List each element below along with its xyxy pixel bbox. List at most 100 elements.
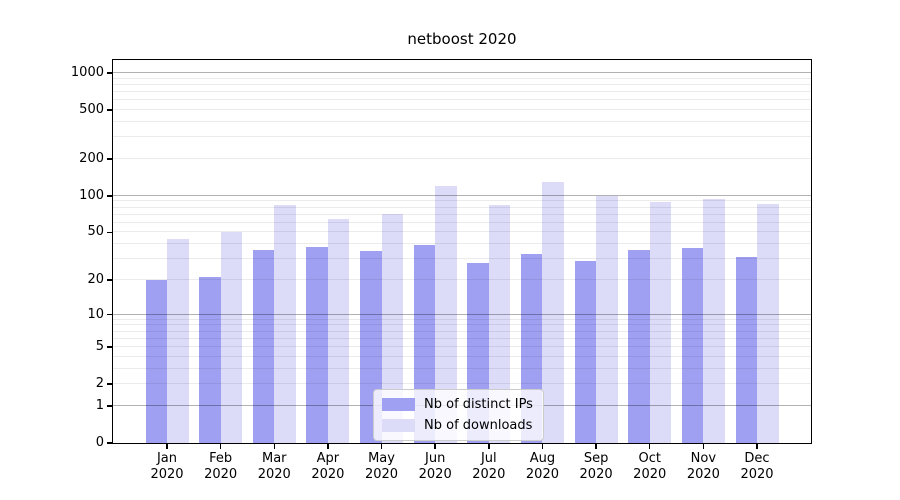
- y-tick-label: 1: [95, 397, 104, 413]
- minor-gridline: [113, 318, 811, 320]
- bar-downloads: [327, 219, 350, 443]
- x-tick: [434, 444, 436, 449]
- y-tick-label: 50: [87, 224, 104, 240]
- minor-gridline: [113, 157, 811, 159]
- y-tick: [107, 383, 112, 385]
- bar-downloads: [596, 195, 618, 443]
- x-tick-label: Dec 2020: [740, 451, 774, 482]
- minor-gridline: [113, 109, 811, 111]
- x-tick: [648, 444, 651, 449]
- x-tick-label: Jan 2020: [150, 451, 184, 482]
- bar-downloads: [488, 205, 511, 443]
- bar-downloads: [220, 232, 243, 443]
- y-tick-label: 100: [79, 187, 104, 203]
- minor-gridline: [113, 346, 811, 348]
- y-tick-label: 0: [95, 435, 104, 450]
- x-tick: [327, 444, 329, 449]
- y-tick-label: 5: [95, 339, 104, 355]
- y-tick-label: 10: [87, 306, 104, 322]
- bar-downloads: [703, 199, 725, 443]
- x-tick-label: Aug 2020: [525, 451, 559, 482]
- bar-distinct-ips: [252, 249, 275, 443]
- y-tick-label: 2: [95, 376, 104, 392]
- x-tick: [219, 444, 222, 449]
- y-tick: [107, 442, 112, 444]
- x-tick: [166, 444, 168, 449]
- bar-distinct-ips: [735, 257, 757, 443]
- x-tick: [541, 444, 544, 449]
- legend-swatch-downloads: [382, 419, 415, 432]
- y-tick-label: 200: [79, 150, 104, 166]
- x-tick: [756, 444, 758, 449]
- bar-downloads: [381, 213, 404, 443]
- bar-distinct-ips: [306, 246, 328, 443]
- minor-gridline: [113, 221, 811, 223]
- y-tick: [107, 346, 112, 348]
- x-tick-label: Oct 2020: [633, 451, 667, 482]
- x-tick-label: Jul 2020: [472, 451, 506, 482]
- legend: Nb of distinct IPs Nb of downloads: [373, 389, 544, 441]
- y-tick: [107, 313, 112, 316]
- bar-downloads: [649, 202, 672, 443]
- x-tick-label: Apr 2020: [311, 451, 345, 482]
- minor-gridline: [113, 213, 811, 215]
- x-tick-label: Feb 2020: [204, 451, 238, 482]
- x-tick: [702, 444, 705, 449]
- x-tick-label: Jun 2020: [418, 451, 452, 482]
- legend-swatch-distinct-ips: [382, 398, 415, 411]
- minor-gridline: [113, 355, 811, 357]
- bar-downloads: [167, 239, 189, 443]
- minor-gridline: [113, 330, 811, 332]
- bar-distinct-ips: [628, 249, 650, 443]
- minor-gridline: [113, 99, 811, 101]
- minor-gridline: [113, 258, 811, 260]
- bar-downloads: [542, 181, 564, 443]
- major-gridline: [113, 313, 811, 315]
- bar-distinct-ips: [681, 248, 704, 443]
- x-tick-label: Mar 2020: [257, 451, 291, 482]
- bar-distinct-ips: [145, 279, 167, 443]
- major-gridline: [113, 72, 811, 73]
- bar-distinct-ips: [574, 260, 597, 443]
- y-tick: [107, 279, 112, 281]
- y-tick-label: 20: [87, 271, 104, 287]
- minor-gridline: [113, 136, 811, 138]
- x-tick-label: Nov 2020: [686, 451, 720, 482]
- minor-gridline: [113, 206, 811, 208]
- y-tick: [107, 72, 112, 74]
- y-tick-label: 1000: [70, 64, 104, 80]
- minor-gridline: [113, 77, 811, 79]
- minor-gridline: [113, 121, 811, 122]
- minor-gridline: [113, 91, 811, 93]
- legend-label-downloads: Nb of downloads: [424, 418, 533, 433]
- x-tick: [595, 444, 597, 449]
- minor-gridline: [113, 200, 811, 202]
- minor-gridline: [113, 367, 811, 369]
- bar-downloads: [757, 203, 779, 443]
- bar-downloads: [435, 186, 457, 443]
- y-tick: [107, 195, 112, 197]
- y-tick: [107, 231, 112, 234]
- x-tick-label: May 2020: [364, 451, 399, 482]
- legend-item-downloads: Nb of downloads: [382, 417, 533, 434]
- x-tick: [273, 444, 276, 449]
- legend-item-distinct-ips: Nb of distinct IPs: [382, 396, 533, 413]
- x-tick-label: Sep 2020: [579, 451, 613, 482]
- x-tick: [488, 444, 490, 449]
- bar-downloads: [274, 205, 296, 443]
- minor-gridline: [113, 243, 811, 245]
- minor-gridline: [113, 278, 811, 280]
- y-tick-label: 500: [79, 102, 104, 118]
- y-tick: [107, 109, 112, 111]
- minor-gridline: [113, 383, 811, 385]
- y-tick: [107, 158, 112, 160]
- minor-gridline: [113, 83, 811, 85]
- minor-gridline: [113, 337, 811, 339]
- bar-distinct-ips: [199, 277, 221, 443]
- minor-gridline: [113, 231, 811, 233]
- chart-title: netboost 2020: [407, 30, 517, 48]
- plot-area: Nb of distinct IPs Nb of downloads: [112, 59, 812, 444]
- grid-layer: [113, 60, 811, 443]
- x-tick: [380, 444, 383, 449]
